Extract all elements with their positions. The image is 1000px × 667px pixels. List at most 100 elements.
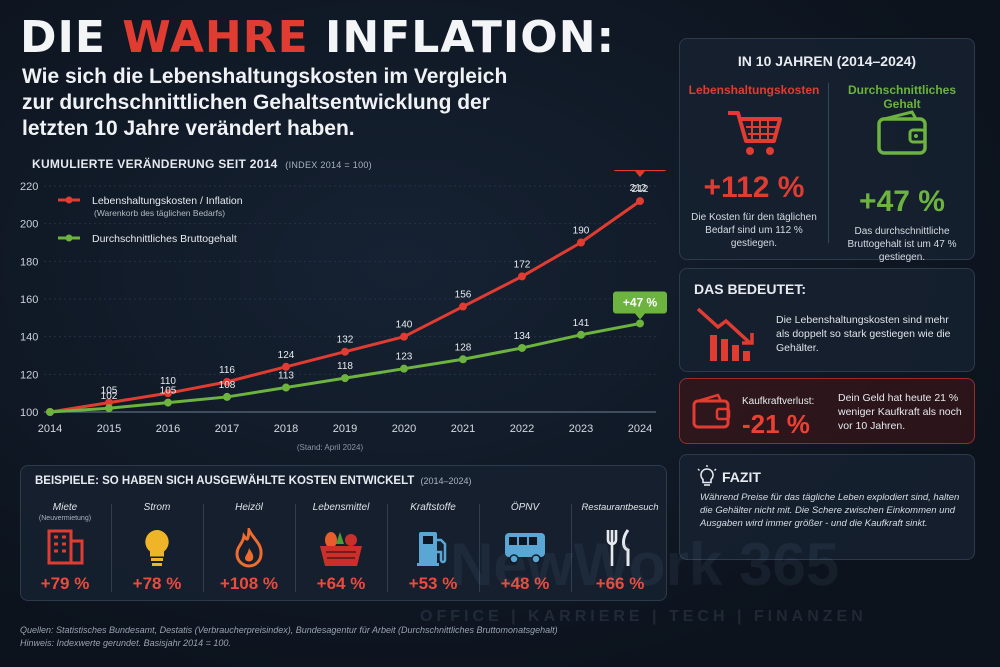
- data-label: 124: [278, 350, 295, 361]
- grocery-basket-icon: [301, 524, 381, 572]
- summary-salary: Durchschnittliches Gehalt +47 % Das durc…: [828, 83, 976, 264]
- series-badge: [613, 170, 667, 172]
- example-item-kraftstoffe: Kraftstoffe +53 %: [393, 502, 473, 596]
- loss-label: Kaufkraftverlust:: [742, 396, 815, 407]
- examples-title-main: BEISPIELE: SO HABEN SICH AUSGEWÄHLTE KOS…: [35, 475, 415, 487]
- data-point: [400, 332, 408, 341]
- x-tick-label: 2019: [333, 423, 357, 435]
- loss-desc: Dein Geld hat heute 21 % weniger Kaufkra…: [838, 392, 962, 432]
- example-label: Heizöl: [235, 502, 263, 513]
- example-divider: [387, 504, 388, 592]
- x-tick-label: 2015: [97, 423, 121, 435]
- data-label: 110: [160, 376, 176, 387]
- data-label: 123: [396, 352, 413, 363]
- purchasing-power-panel: Kaufkraftverlust: -21 % Dein Geld hat he…: [679, 378, 975, 444]
- data-label: 108: [219, 380, 236, 391]
- x-tick-label: 2018: [274, 423, 298, 435]
- y-tick-label: 200: [20, 219, 38, 231]
- x-tick-label: 2023: [569, 423, 593, 435]
- data-point: [282, 362, 290, 371]
- y-tick-label: 180: [20, 256, 38, 268]
- lightbulb-icon: [117, 524, 197, 572]
- page-subtitle: Wie sich die Lebenshaltungskosten im Ver…: [22, 65, 508, 140]
- summary-title: IN 10 JAHREN (2014–2024): [737, 53, 917, 69]
- example-item-lebensmittel: Lebensmittel +64 %: [301, 502, 381, 596]
- watermark-brand: NewWork 365: [450, 531, 840, 598]
- summary-salary-desc: Das durchschnittliche Bruttogehalt ist u…: [847, 226, 957, 263]
- legend-sublabel: (Warenkorb des täglichen Bedarfs): [94, 208, 225, 218]
- fazit-panel: FAZIT Während Preise für das tägliche Le…: [679, 454, 975, 560]
- chart-legend: Lebenshaltungskosten / Inflation(Warenko…: [58, 195, 243, 245]
- chart-grid: [44, 185, 656, 413]
- chart-heading-main: KUMULIERTE VERÄNDERUNG SEIT 2014: [32, 157, 278, 171]
- example-divider: [203, 504, 204, 592]
- page-title: DIE WAHRE INFLATION:: [20, 14, 615, 62]
- x-tick-label: 2017: [215, 423, 239, 435]
- data-label: 116: [219, 365, 235, 376]
- summary-salary-value: +47 %: [859, 185, 945, 218]
- loss-value: -21 %: [742, 409, 810, 439]
- example-value: +79 %: [40, 574, 90, 593]
- meaning-title: DAS BEDEUTET:: [694, 281, 807, 297]
- example-item-restaurant: Restaurantbesuch +66 %: [575, 502, 665, 596]
- data-point: [46, 408, 54, 416]
- example-value: +53 %: [408, 574, 458, 593]
- summary-salary-heading: Durchschnittliches Gehalt: [847, 83, 957, 111]
- y-tick-label: 220: [20, 181, 38, 193]
- chart-note: (Stand: April 2024): [297, 443, 364, 452]
- example-label: Kraftstoffe: [410, 502, 456, 513]
- example-label: ÖPNV: [510, 502, 540, 513]
- meaning-text: Die Lebenshaltungskosten sind mehr als d…: [776, 314, 951, 354]
- title-part1: DIE: [20, 12, 106, 63]
- x-tick-label: 2014: [38, 423, 62, 435]
- example-divider: [479, 504, 480, 592]
- watermark-tagline: OFFICE | KARRIERE | TECH | FINANZEN: [420, 608, 867, 625]
- data-point: [400, 364, 408, 373]
- data-point: [636, 319, 644, 328]
- data-label: 128: [455, 342, 472, 353]
- declining-chart-icon: [696, 307, 754, 361]
- legend-marker: [65, 234, 73, 242]
- x-tick-label: 2024: [628, 423, 652, 435]
- y-tick-label: 120: [20, 369, 38, 381]
- chart-heading-note: (INDEX 2014 = 100): [285, 160, 372, 170]
- example-value: +78 %: [132, 574, 182, 593]
- example-item-oepnv: ÖPNV +48 %: [485, 502, 565, 596]
- example-label: Lebensmittel: [312, 502, 370, 513]
- legend-label: Lebenshaltungskosten / Inflation: [92, 195, 243, 207]
- data-label: 132: [337, 335, 354, 346]
- examples-title: BEISPIELE: SO HABEN SICH AUSGEWÄHLTE KOS…: [35, 475, 472, 487]
- meaning-panel: DAS BEDEUTET: Die Lebenshaltungskosten s…: [679, 268, 975, 372]
- example-item-miete: Miete (Neuvermietung) +79 %: [25, 502, 105, 596]
- data-point: [105, 398, 113, 407]
- sources-line: Quellen: Statistisches Bundesamt, Destat…: [20, 625, 558, 635]
- example-divider: [111, 504, 112, 592]
- data-label: 134: [514, 331, 531, 342]
- series-badge-pointer: [635, 313, 645, 320]
- data-point: [223, 377, 231, 386]
- x-tick-label: 2021: [451, 423, 475, 435]
- data-label: 118: [337, 361, 353, 372]
- data-point: [577, 238, 585, 247]
- data-point: [282, 383, 290, 392]
- bus-icon: [485, 524, 565, 572]
- data-point: [341, 374, 349, 383]
- data-label: 105: [160, 386, 177, 397]
- series-badge-label: +47 %: [623, 295, 658, 309]
- y-tick-label: 140: [20, 332, 38, 344]
- legend-marker: [65, 196, 73, 204]
- data-point: [164, 398, 172, 407]
- summary-panel: IN 10 JAHREN (2014–2024) Lebenshaltungsk…: [679, 38, 975, 263]
- data-label: 156: [455, 290, 472, 301]
- data-label: 212: [630, 183, 647, 194]
- examples-title-note: (2014–2024): [420, 476, 472, 486]
- y-tick-label: 160: [20, 294, 38, 306]
- data-label: 190: [573, 226, 590, 237]
- example-value: +64 %: [316, 574, 366, 593]
- example-divider: [295, 504, 296, 592]
- wallet-icon: [692, 393, 731, 429]
- legend-label: Durchschnittliches Bruttogehalt: [92, 233, 237, 245]
- data-label: 212: [632, 184, 649, 195]
- examples-panel: BEISPIELE: SO HABEN SICH AUSGEWÄHLTE KOS…: [20, 465, 667, 601]
